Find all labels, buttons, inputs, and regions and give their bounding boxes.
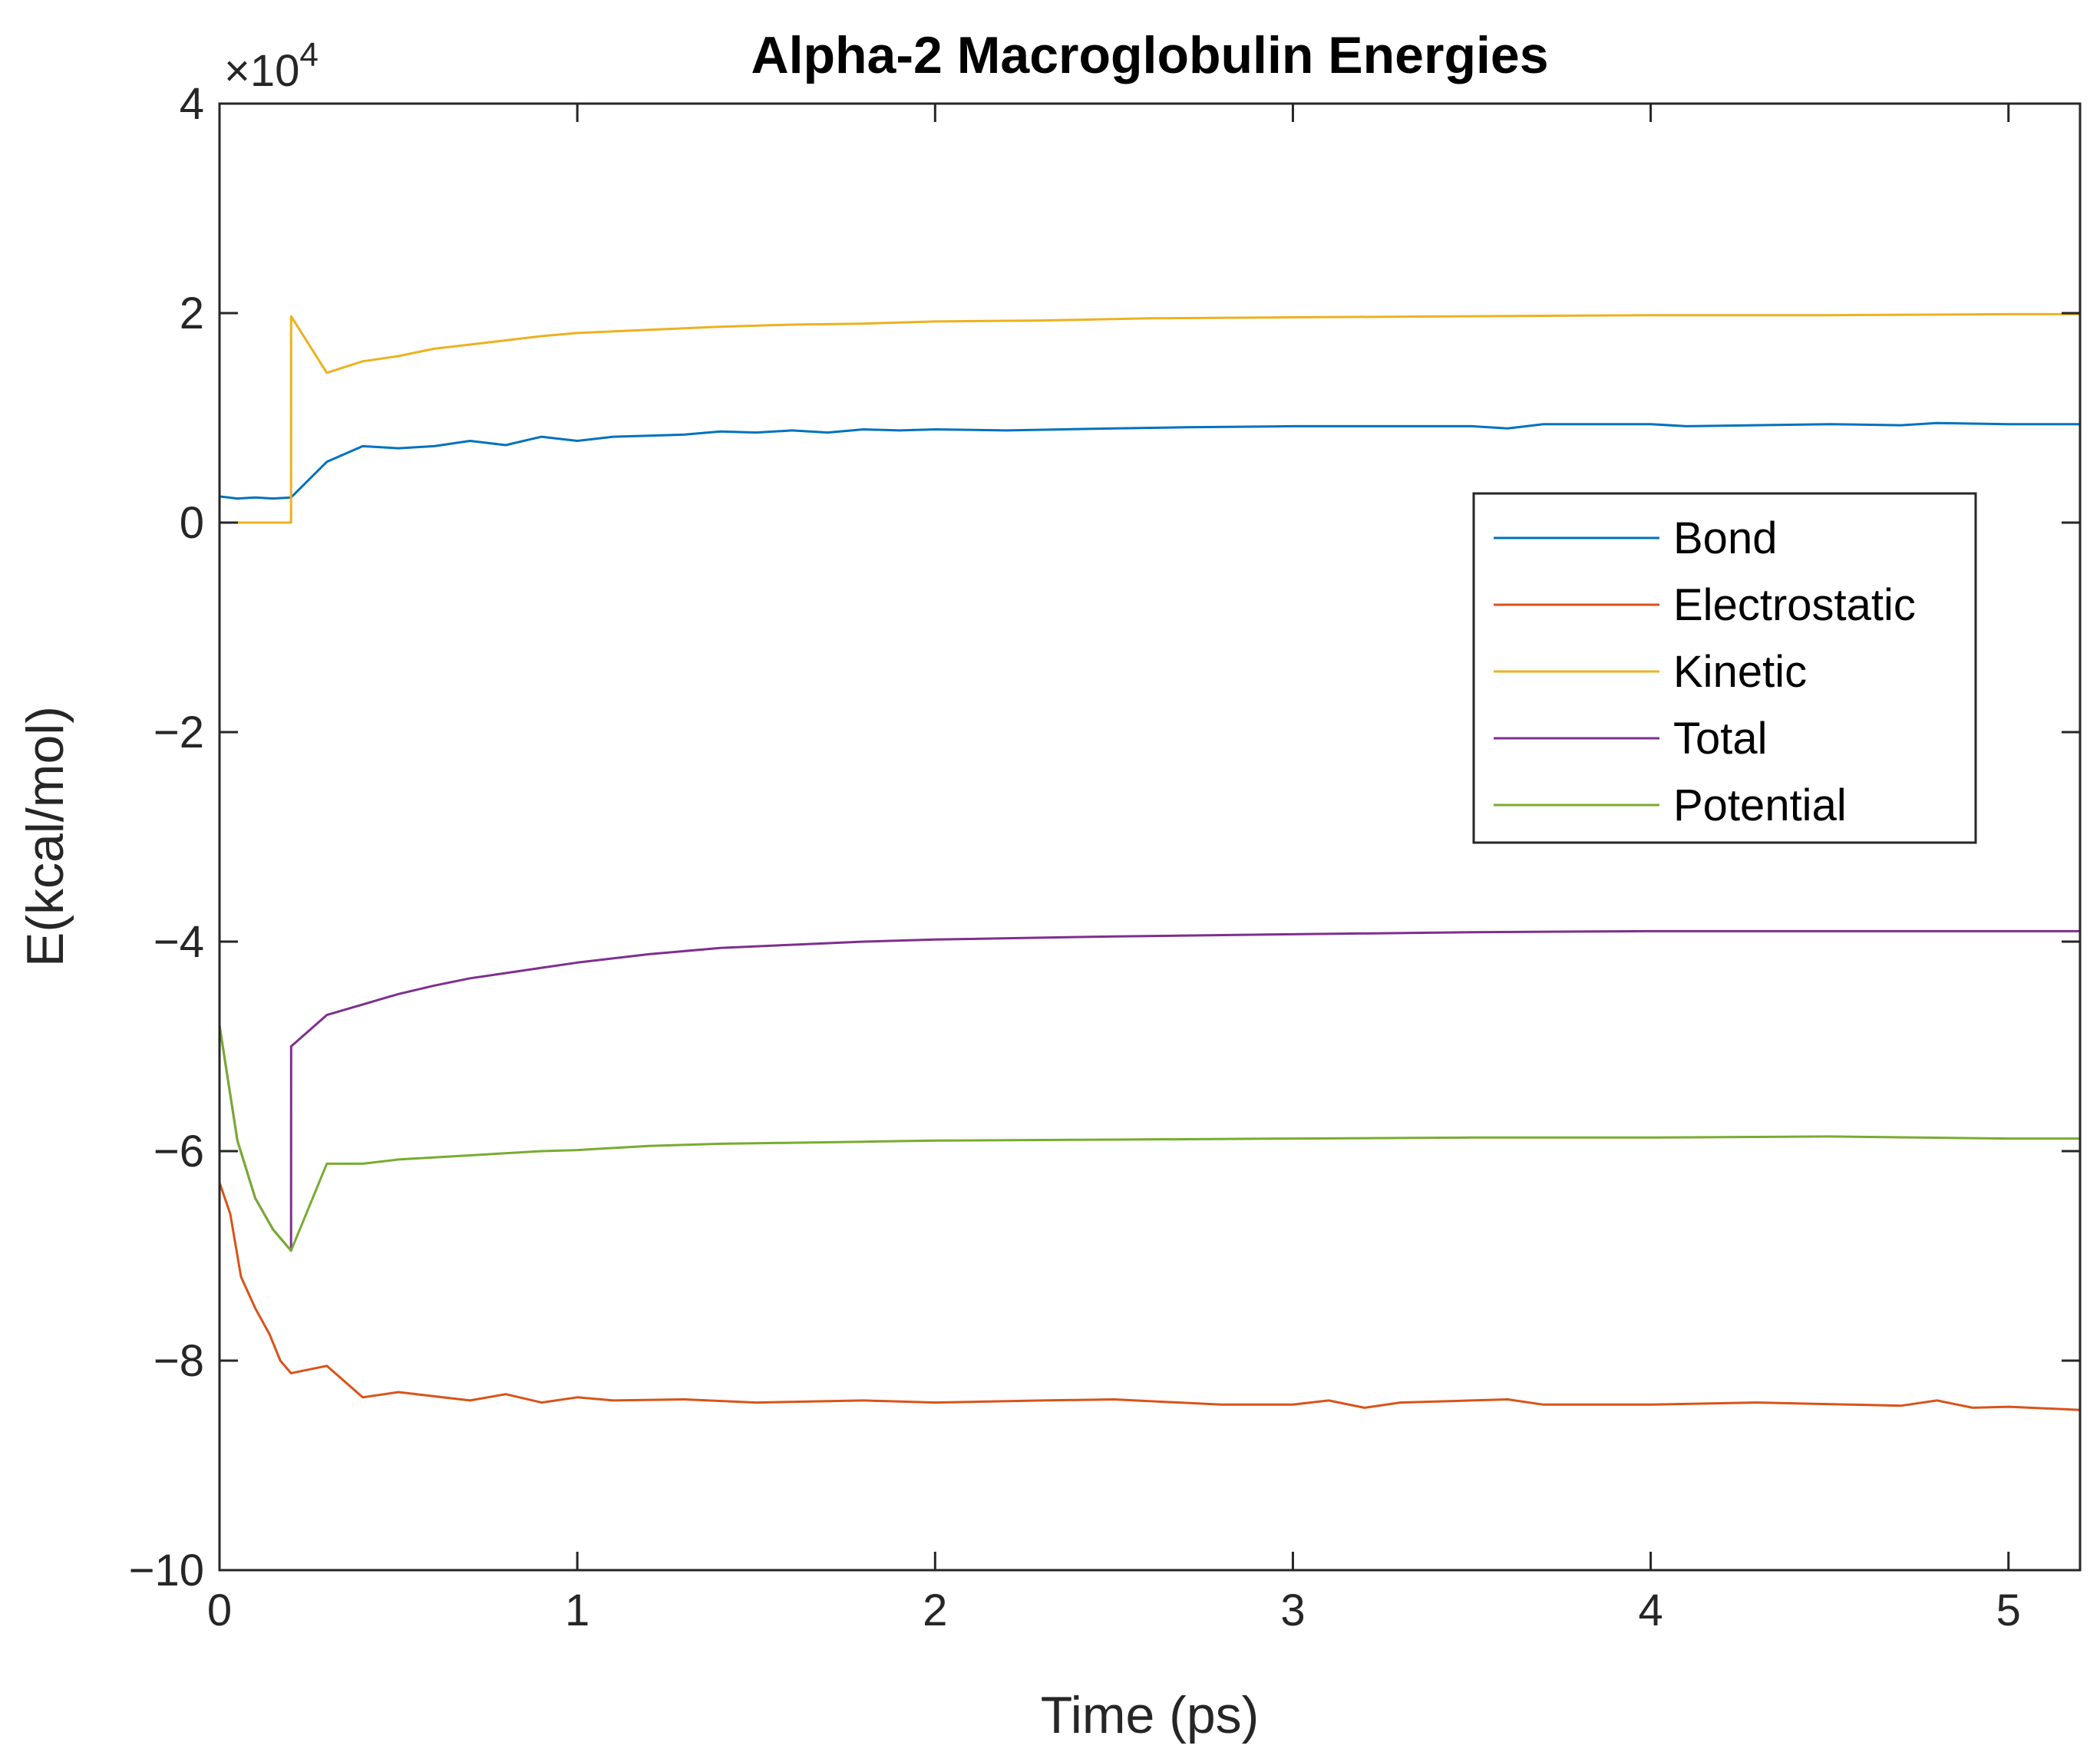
y-tick-label: −8	[154, 1336, 204, 1386]
chart-title: Alpha-2 Macroglobulin Energies	[751, 26, 1548, 84]
x-tick-label: 5	[1996, 1585, 2021, 1635]
legend-label: Bond	[1673, 513, 1777, 563]
y-tick-label: −2	[154, 708, 204, 757]
exponent-base: ×10	[224, 46, 299, 96]
x-axis-label: Time (ps)	[1041, 1686, 1260, 1744]
x-tick-label: 3	[1280, 1585, 1305, 1635]
series-line-0	[219, 421, 2080, 500]
x-tick-label: 1	[565, 1585, 589, 1635]
series-line-4	[218, 1025, 2080, 1252]
y-tick-label: 0	[180, 498, 204, 548]
series-layer	[218, 312, 2081, 1411]
x-tick-label: 2	[923, 1585, 947, 1635]
tick-layer: 0 1 2 3 4 5 −10 −8 −6 −4 −2 0 2 4	[129, 79, 2080, 1635]
legend: Bond Electrostatic Kinetic Total Potential	[1472, 492, 1977, 844]
legend-box	[1472, 492, 1977, 844]
series-line-1	[218, 1182, 2081, 1411]
plot-frame	[218, 102, 2082, 1572]
y-tick-label: −6	[154, 1127, 204, 1176]
y-tick-label: 4	[180, 79, 204, 129]
series-line-2	[220, 312, 2080, 524]
y-tick-label: −10	[129, 1546, 204, 1595]
legend-label: Kinetic	[1673, 647, 1807, 697]
y-tick-label: −4	[154, 917, 204, 967]
y-axis-label: E(kcal/mol)	[16, 706, 74, 967]
x-tick-label: 4	[1638, 1585, 1663, 1635]
y-tick-label: 2	[180, 289, 204, 338]
exponent-power: 4	[299, 36, 318, 74]
x-tick-label: 0	[207, 1585, 232, 1635]
series-line-3	[218, 929, 2080, 1252]
legend-label: Potential	[1673, 780, 1847, 830]
legend-label: Electrostatic	[1673, 580, 1916, 630]
exponent-label: ×104	[224, 36, 319, 96]
legend-label: Total	[1673, 714, 1768, 764]
